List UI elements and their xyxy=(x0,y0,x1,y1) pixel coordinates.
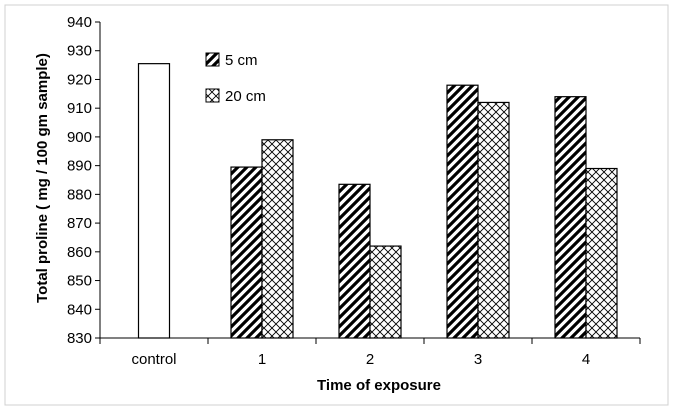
y-tick-label: 840 xyxy=(67,301,92,318)
bar xyxy=(446,84,479,339)
y-tick-label: 910 xyxy=(67,100,92,117)
bar xyxy=(230,166,263,339)
chart-frame xyxy=(4,4,669,406)
legend-swatch-20cm xyxy=(205,88,220,103)
x-tick-label: 4 xyxy=(582,351,590,368)
x-axis-title: Time of exposure xyxy=(317,377,441,394)
y-tick-label: 920 xyxy=(67,71,92,88)
legend: 5 cm 20 cm xyxy=(205,52,266,105)
bar xyxy=(137,63,171,339)
bars xyxy=(137,63,618,339)
y-tick-labels: 830 840 850 860 870 880 890 900 910 920 930 940 xyxy=(67,14,92,347)
legend-swatch-5cm xyxy=(205,52,220,67)
x-tick-labels: control 1 2 3 4 xyxy=(131,351,590,368)
axes xyxy=(95,21,641,344)
bar xyxy=(585,167,618,339)
y-axis-title: Total proline ( mg / 100 gm sample) xyxy=(34,53,51,303)
y-tick-label: 890 xyxy=(67,158,92,175)
x-tick-label: control xyxy=(131,351,176,368)
y-tick-label: 930 xyxy=(67,43,92,60)
bar xyxy=(261,139,294,339)
x-tick-label: 1 xyxy=(258,351,266,368)
bar xyxy=(554,96,587,339)
y-tick-label: 880 xyxy=(67,186,92,203)
y-tick-label: 900 xyxy=(67,129,92,146)
y-tick-label: 870 xyxy=(67,215,92,232)
x-tick-label: 3 xyxy=(474,351,482,368)
bar xyxy=(477,101,510,339)
y-tick-label: 860 xyxy=(67,244,92,261)
bar xyxy=(338,183,371,339)
legend-label-20cm: 20 cm xyxy=(225,88,266,105)
y-tick-label: 850 xyxy=(67,273,92,290)
y-tick-label: 830 xyxy=(67,330,92,347)
legend-label-5cm: 5 cm xyxy=(225,52,258,69)
bar xyxy=(369,245,402,339)
x-tick-label: 2 xyxy=(366,351,374,368)
y-tick-label: 940 xyxy=(67,14,92,31)
